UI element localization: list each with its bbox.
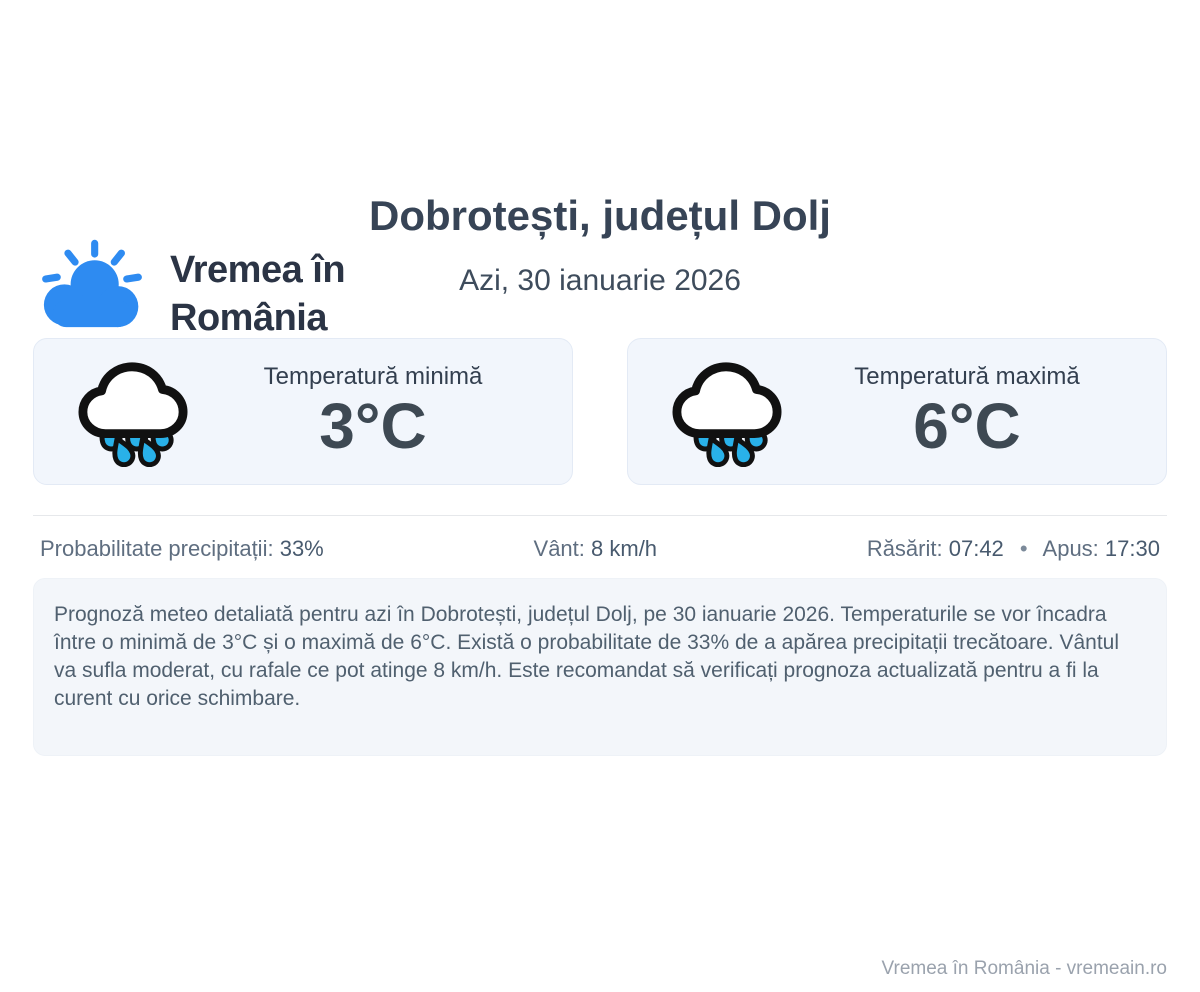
min-temperature-label: Temperatură minimă <box>263 362 483 390</box>
temperature-cards: Temperatură minimă 3°C Temperatură maxim… <box>33 338 1167 485</box>
sun-behind-cloud-icon <box>42 239 142 328</box>
max-temperature-card: Temperatură maximă 6°C <box>627 338 1167 485</box>
rain-cloud-icon <box>78 361 188 467</box>
wind-label: Vânt: <box>533 536 585 561</box>
precipitation-stat: Probabilitate precipitații: 33% <box>40 536 324 562</box>
wind-value: 8 km/h <box>591 536 658 561</box>
min-temperature-card: Temperatură minimă 3°C <box>33 338 573 485</box>
rain-cloud-icon <box>672 361 782 467</box>
footer-credit: Vremea în România - vremeain.ro <box>881 958 1167 979</box>
min-temperature-body: Temperatură minimă 3°C <box>194 363 552 460</box>
forecast-description-box: Prognoză meteo detaliată pentru azi în D… <box>33 578 1167 756</box>
logo-line-1: Vremea în <box>170 249 346 291</box>
max-temperature-label: Temperatură maximă <box>854 362 1080 390</box>
forecast-description: Prognoză meteo detaliată pentru azi în D… <box>54 603 1120 710</box>
weather-page: Vremea în România Dobrotești, județul Do… <box>0 192 1200 992</box>
precipitation-value: 33% <box>279 536 324 561</box>
wind-stat: Vânt: 8 km/h <box>534 536 658 562</box>
stats-divider <box>33 515 1167 516</box>
min-temperature-value: 3°C <box>319 389 427 462</box>
sunrise-label: Răsărit: <box>866 536 943 561</box>
precipitation-label: Probabilitate precipitații: <box>40 536 274 561</box>
dot-separator: • <box>1019 536 1028 561</box>
sunset-value: 17:30 <box>1104 536 1160 561</box>
sunset-label: Apus: <box>1042 536 1099 561</box>
max-temperature-value: 6°C <box>913 389 1021 462</box>
site-logo-text: Vremea în România <box>170 238 346 343</box>
page-date: Azi, 30 ianuarie 2026 <box>459 264 741 297</box>
sunrise-value: 07:42 <box>948 536 1004 561</box>
stats-row: Probabilitate precipitații: 33% Vânt: 8 … <box>40 536 1160 562</box>
page-title: Dobrotești, județul Dolj <box>369 192 831 239</box>
max-temperature-body: Temperatură maximă 6°C <box>788 363 1146 460</box>
sun-times-stat: Răsărit: 07:42 • Apus: 17:30 <box>867 536 1160 562</box>
logo-line-2: România <box>170 297 327 340</box>
site-logo[interactable]: Vremea în România <box>38 238 346 343</box>
